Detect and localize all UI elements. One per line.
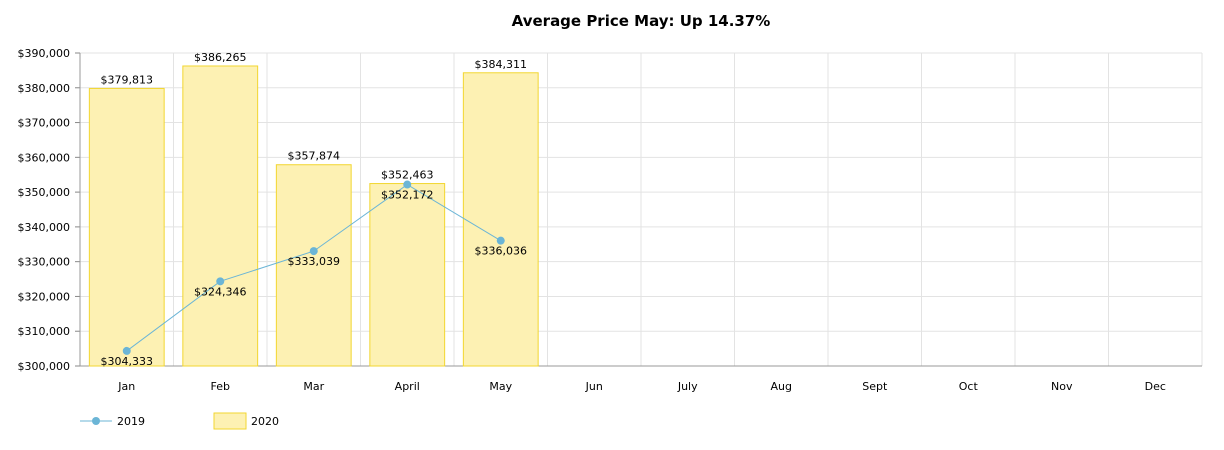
bar-data-label: $379,813 (101, 73, 154, 86)
bar-data-label: $386,265 (194, 51, 247, 64)
point-2019 (309, 247, 318, 256)
x-tick-label: May (489, 380, 512, 393)
x-tick-label: Dec (1145, 380, 1166, 393)
line-data-label: $304,333 (101, 355, 154, 368)
bar-data-label: $357,874 (288, 150, 341, 163)
y-tick-label: $320,000 (18, 290, 71, 303)
y-tick-label: $300,000 (18, 360, 71, 373)
point-2019 (216, 277, 225, 286)
line-data-label: $352,172 (381, 189, 434, 202)
x-tick-label: July (677, 380, 698, 393)
x-tick-label: Jan (117, 380, 135, 393)
y-tick-label: $350,000 (18, 186, 71, 199)
legend-label-2019: 2019 (117, 415, 145, 428)
y-tick-label: $340,000 (18, 221, 71, 234)
line-data-label: $336,036 (475, 245, 528, 258)
legend-label-2020: 2020 (251, 415, 279, 428)
x-tick-label: Aug (771, 380, 792, 393)
line-data-label: $333,039 (288, 255, 341, 268)
y-tick-label: $370,000 (18, 117, 71, 130)
y-tick-label: $310,000 (18, 325, 71, 338)
y-tick-label: $390,000 (18, 47, 71, 60)
chart-title: Average Price May: Up 14.37% (511, 12, 771, 30)
y-tick-label: $330,000 (18, 256, 71, 269)
point-2019 (403, 180, 412, 189)
point-2019 (122, 346, 131, 355)
bar-2020 (369, 183, 446, 367)
bar-2020 (275, 164, 352, 367)
y-tick-label: $380,000 (18, 82, 71, 95)
legend-bar-marker (213, 412, 247, 430)
bar-2020 (462, 72, 539, 367)
bar-data-label: $384,311 (475, 58, 528, 71)
point-2019 (496, 236, 505, 245)
x-tick-label: Mar (303, 380, 324, 393)
line-data-label: $324,346 (194, 285, 247, 298)
x-tick-label: Sept (862, 380, 888, 393)
bar-2020 (182, 65, 259, 367)
x-tick-label: April (395, 380, 420, 393)
x-tick-label: Feb (211, 380, 230, 393)
x-tick-label: Nov (1051, 380, 1073, 393)
bar-data-label: $352,463 (381, 169, 434, 182)
bar-2020 (88, 87, 165, 367)
x-tick-label: Jun (585, 380, 603, 393)
y-tick-label: $360,000 (18, 151, 71, 164)
x-tick-label: Oct (959, 380, 979, 393)
legend-point-marker (92, 417, 100, 425)
